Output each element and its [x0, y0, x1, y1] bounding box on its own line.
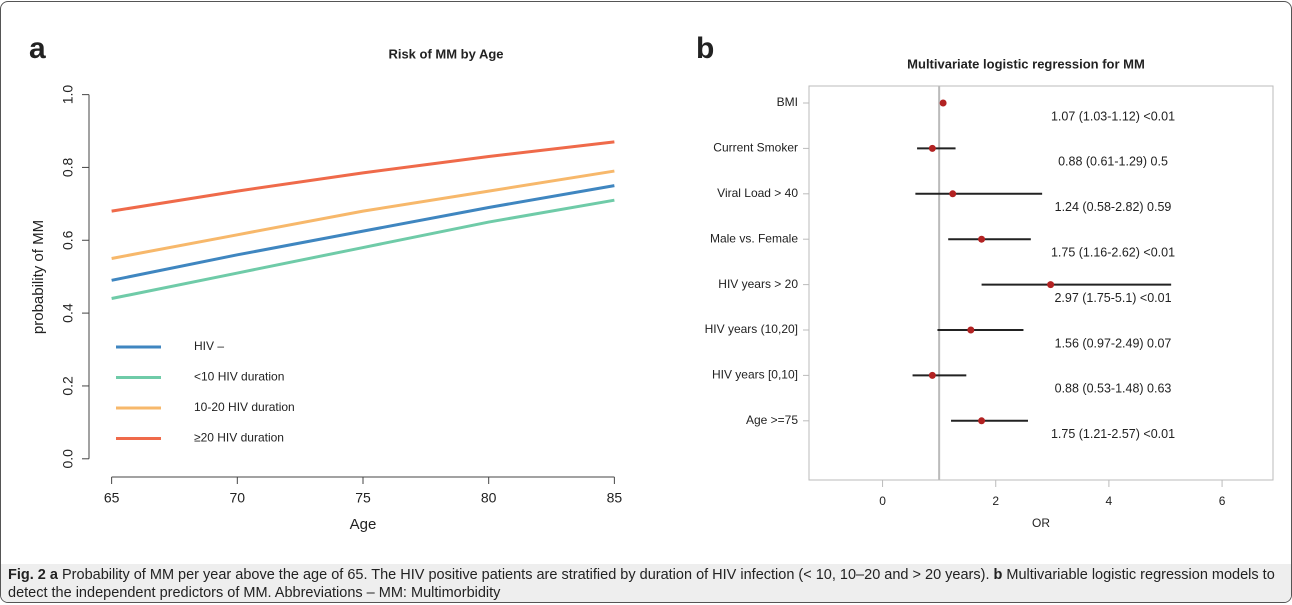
line	[111, 184, 615, 282]
value-label: 0.88 (0.53-1.48) 0.63	[1055, 382, 1172, 396]
category-label: Viral Load > 40	[717, 186, 798, 200]
value-label: 1.24 (0.58-2.82) 0.59	[1055, 200, 1172, 214]
odds-ratio-point	[949, 190, 957, 198]
category-label: HIV years [0,10]	[712, 368, 798, 382]
odds-ratio-point	[967, 326, 975, 334]
value-label: 0.88 (0.61-1.29) 0.5	[1058, 155, 1168, 169]
charts: a Risk of MM by Age Age probability of M…	[29, 32, 1274, 533]
x-tick-label: 70	[230, 490, 246, 506]
x-tick-label: 75	[355, 490, 371, 506]
caption-text: Multivariable logistic regression models…	[8, 567, 1275, 601]
x-tick-label: 80	[481, 490, 497, 506]
category-label: Current Smoker	[713, 141, 798, 155]
value-label: 2.97 (1.75-5.1) <0.01	[1054, 291, 1171, 305]
category-label: BMI	[777, 95, 798, 109]
x-axis-label: Age	[350, 516, 377, 533]
x-tick-label: 4	[1106, 494, 1113, 508]
y-tick-label: 0.6	[60, 230, 76, 250]
y-tick-label: 0.8	[60, 157, 76, 177]
odds-ratio-point	[1047, 281, 1055, 289]
line	[111, 169, 615, 260]
chart-title: Risk of MM by Age	[388, 46, 503, 61]
x-tick-label: 0	[879, 494, 886, 508]
chart-title: Multivariate logistic regression for MM	[907, 56, 1145, 71]
y-tick-label: 0.2	[60, 376, 76, 396]
line	[111, 140, 615, 213]
category-label: HIV years (10,20]	[705, 322, 798, 336]
caption-label: b	[993, 567, 1003, 583]
caption-label: a	[49, 567, 58, 583]
legend-label: <10 HIV duration	[194, 370, 284, 384]
y-tick-label: 0.0	[60, 449, 76, 469]
x-tick-label: 6	[1219, 494, 1226, 508]
y-tick-label: 0.4	[60, 303, 76, 323]
category-label: Male vs. Female	[710, 231, 798, 245]
category-label: HIV years > 20	[718, 277, 798, 291]
line	[111, 198, 615, 301]
panel-label: b	[696, 32, 714, 65]
odds-ratio-point	[928, 371, 936, 379]
x-tick-label: 2	[992, 494, 999, 508]
panel-label: a	[29, 32, 46, 65]
odds-ratio-point	[939, 99, 947, 107]
caption-text: Probability of MM per year above the age…	[62, 567, 990, 583]
odds-ratio-point	[978, 235, 986, 243]
odds-ratio-point	[978, 417, 986, 425]
x-tick-label: 65	[104, 490, 120, 506]
value-label: 1.07 (1.03-1.12) <0.01	[1051, 109, 1175, 123]
y-tick-label: 1.0	[60, 85, 76, 105]
value-label: 1.75 (1.21-2.57) <0.01	[1051, 427, 1175, 441]
value-label: 1.75 (1.16-2.62) <0.01	[1051, 245, 1175, 259]
y-axis-label: probability of MM	[30, 220, 47, 334]
legend-label: ≥20 HIV duration	[194, 431, 284, 445]
plot-frame	[808, 85, 1274, 481]
caption-fig: Fig. 2	[8, 567, 46, 583]
value-label: 1.56 (0.97-2.49) 0.07	[1055, 336, 1172, 350]
category-label: Age >=75	[746, 413, 798, 427]
odds-ratio-point	[928, 144, 936, 152]
legend-label: HIV –	[194, 339, 224, 353]
legend-label: 10-20 HIV duration	[194, 400, 295, 414]
caption: Fig. 2 a Probability of MM per year abov…	[1, 564, 1291, 602]
x-axis-label: OR	[1032, 516, 1050, 530]
x-tick-label: 85	[607, 490, 623, 506]
